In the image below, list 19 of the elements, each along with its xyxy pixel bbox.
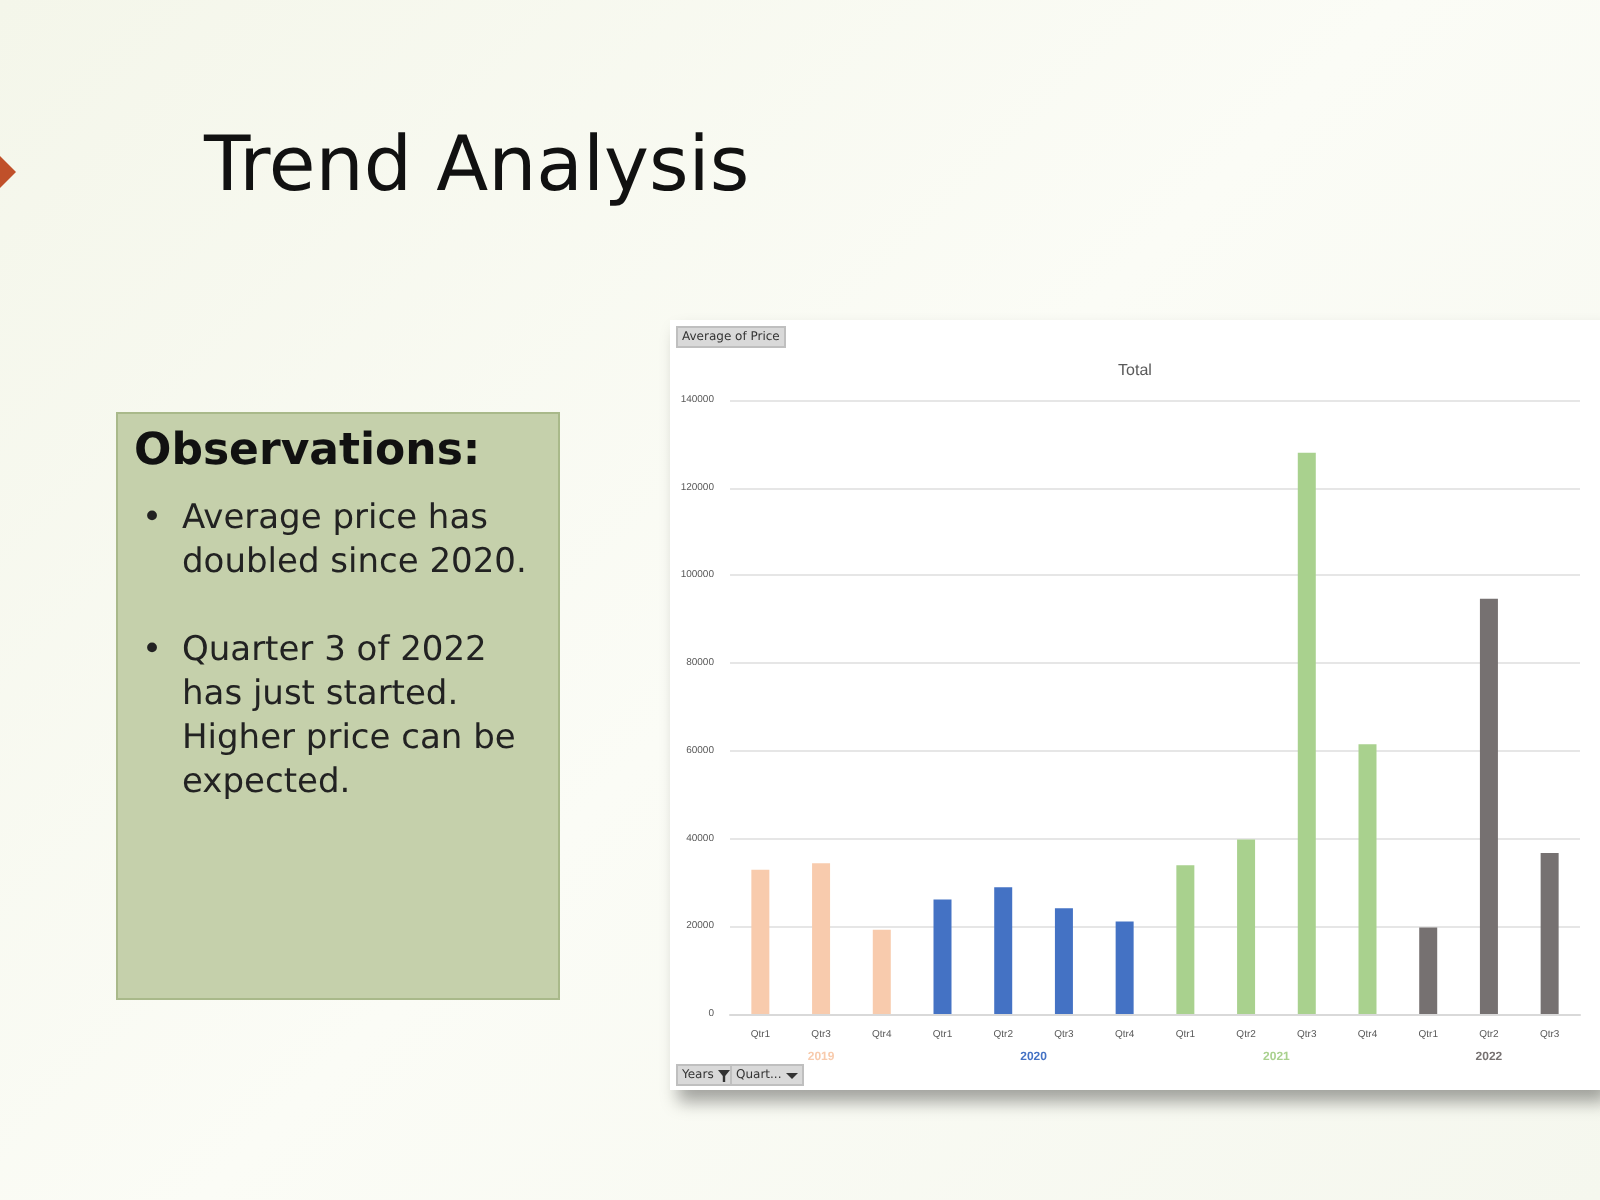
bar [812,863,831,1014]
text: • Average price has doubled since 2020. [142,496,527,582]
bar [1297,452,1316,1014]
text: • Quarter 3 of 2022 has just started. Higher price can be expected. [142,628,516,802]
bar [1419,927,1438,1014]
bar [1358,744,1377,1014]
bar [1540,853,1559,1014]
bar [872,929,891,1014]
bar [1054,908,1073,1014]
bar [1176,865,1195,1014]
bar [751,869,770,1014]
bar [1237,839,1256,1014]
bar [1479,598,1498,1014]
chart-subtitle: Total [1118,361,1153,379]
bar [994,887,1013,1014]
bar [933,899,952,1014]
bar [1115,921,1134,1014]
text: Observations: [134,426,483,476]
chart-title: Trend Analysis [204,120,750,208]
